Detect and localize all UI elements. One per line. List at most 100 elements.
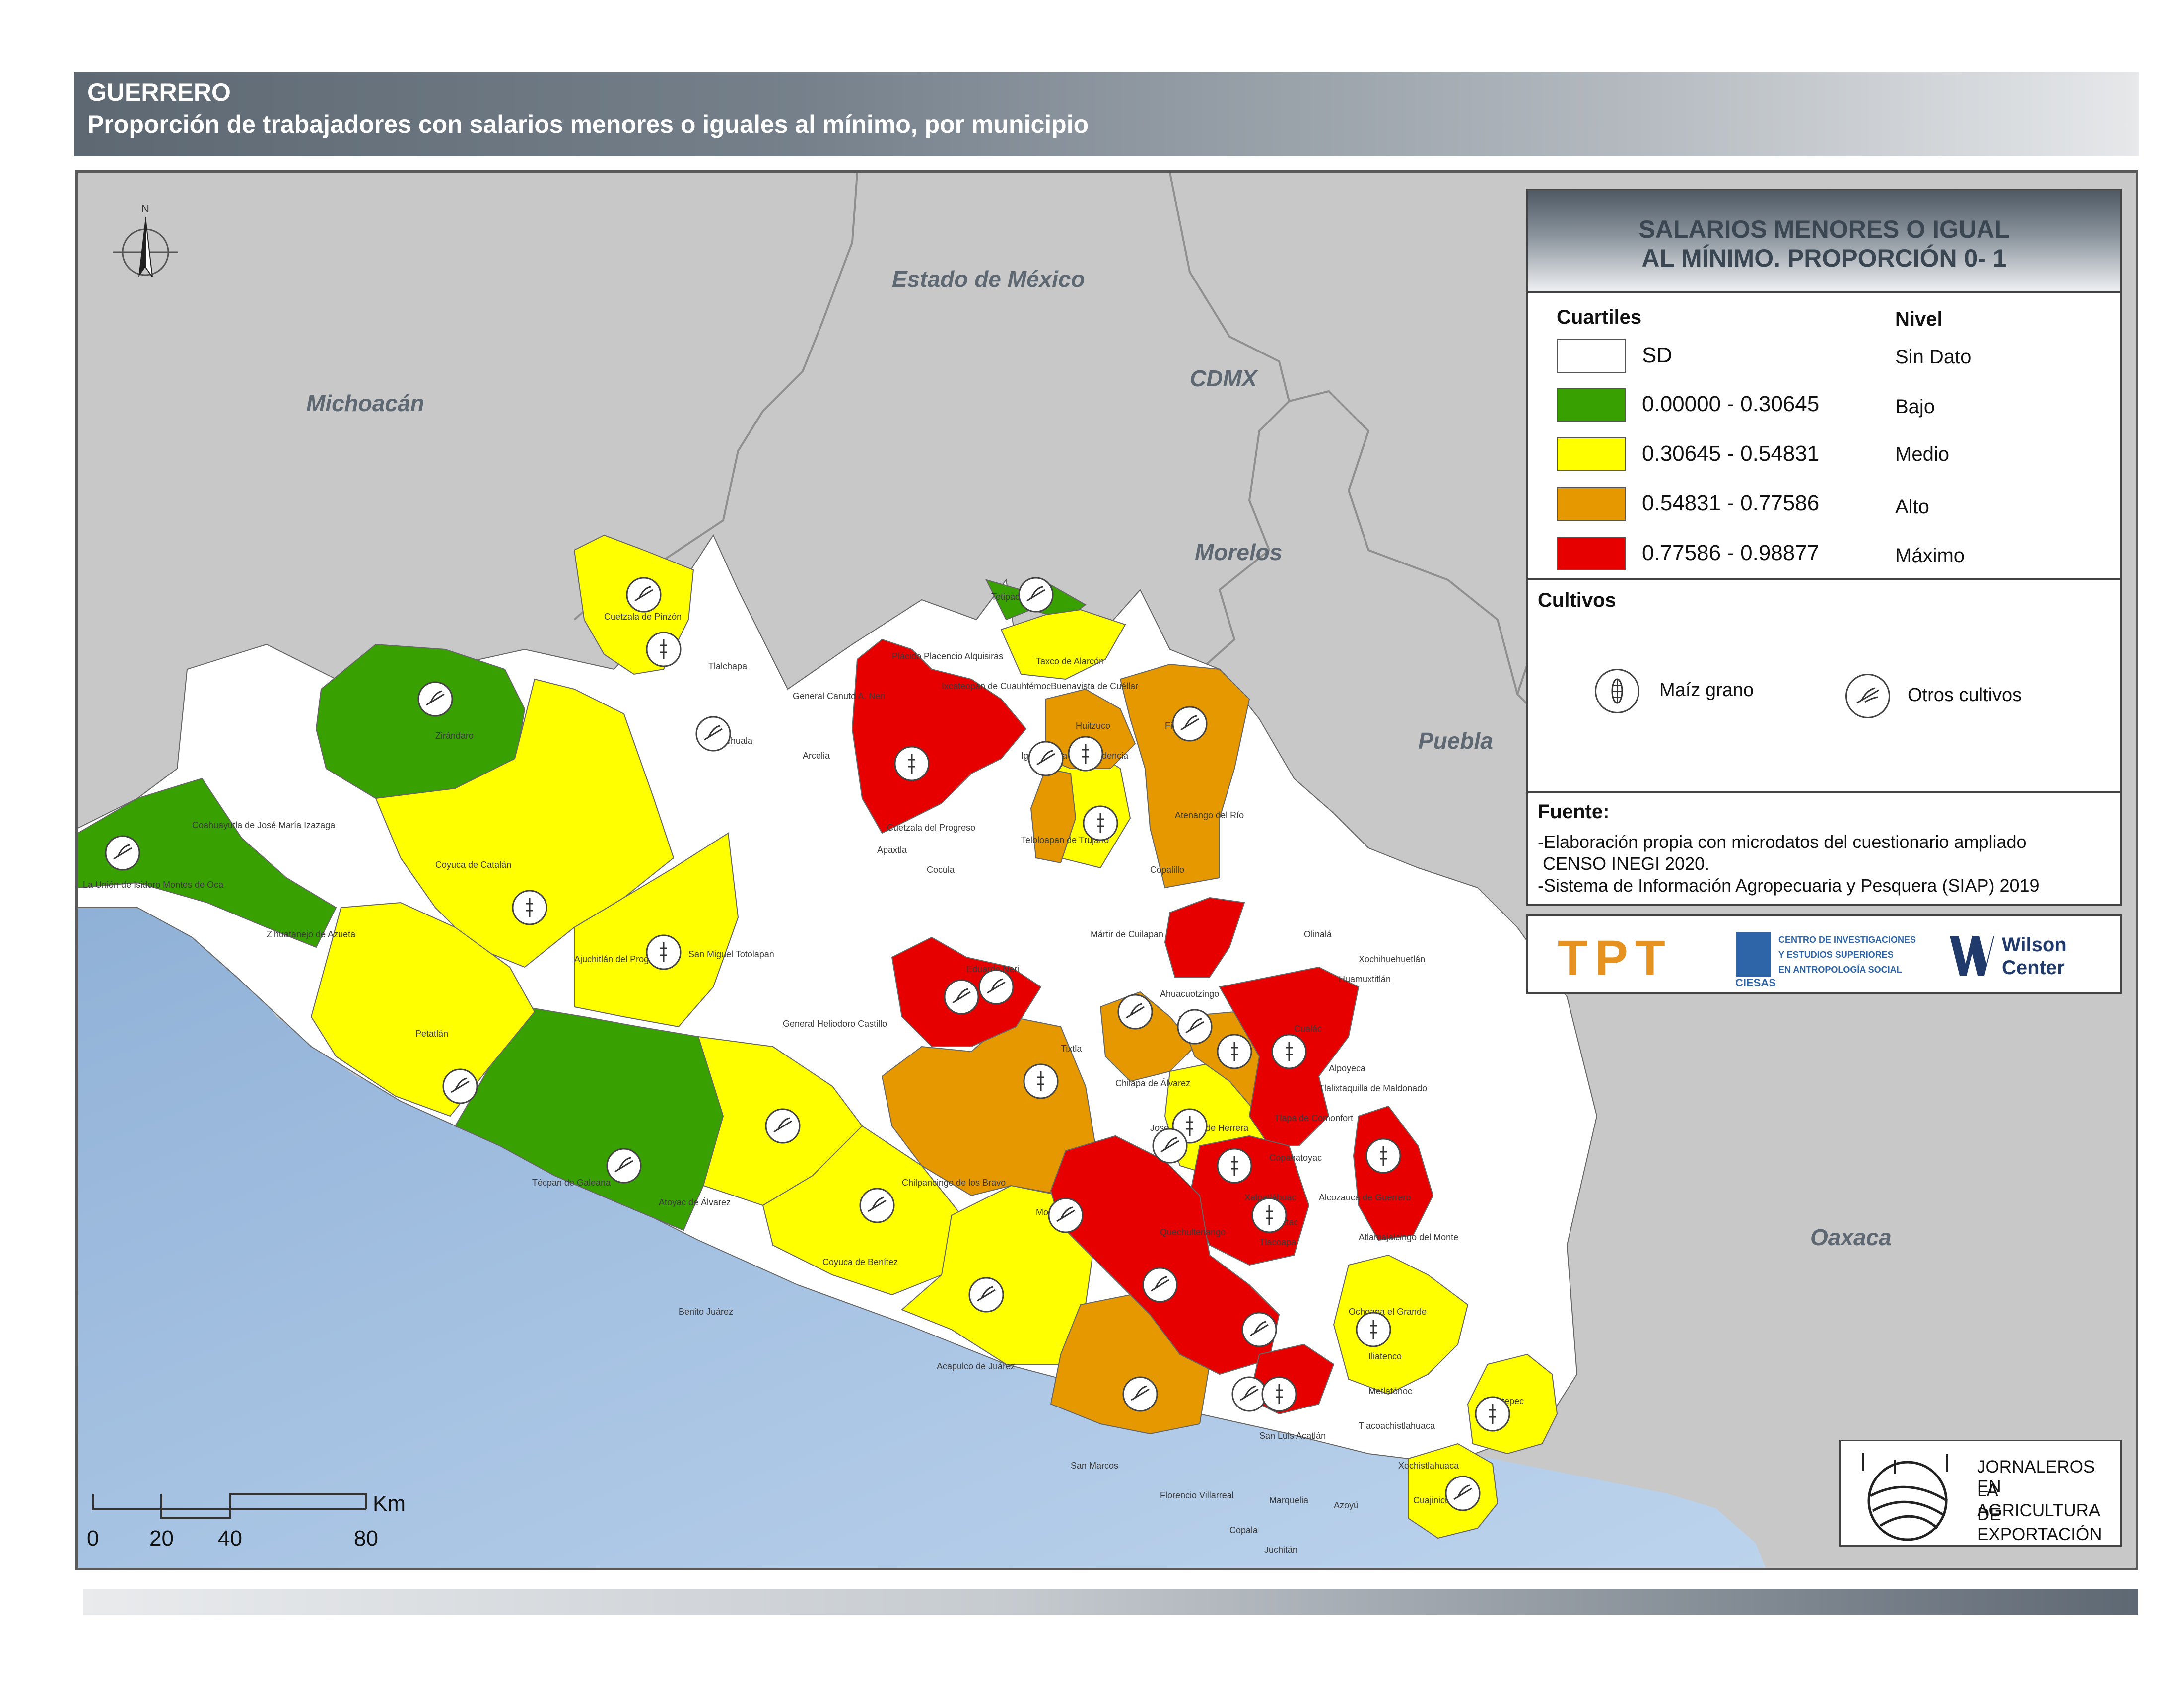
corn-icon — [1083, 805, 1118, 841]
plant-icon — [695, 716, 731, 752]
municipality-label: Chilpancingo de los Bravo — [902, 1178, 1006, 1188]
municipality-label: General Canuto A. Neri — [793, 691, 885, 701]
label-oaxaca: Oaxaca — [1810, 1224, 1892, 1250]
plant-icon — [1048, 1197, 1084, 1233]
municipality-label: Petatlán — [415, 1029, 448, 1039]
municipality-label: Zihuatanejo de Azueta — [267, 929, 356, 939]
map-crop-icons — [105, 577, 1510, 1511]
muni-huitzuco — [1119, 663, 1250, 889]
municipality-label: La Unión de Isidoro Montes de Oca — [83, 880, 224, 890]
corn-icon — [1595, 669, 1639, 713]
plant-icon — [606, 1148, 642, 1184]
jornaleros-line1: JORNALEROS EN — [1977, 1457, 2095, 1496]
municipality-label: Cuetzala de Pinzón — [604, 612, 682, 622]
label-michoacan: Michoacán — [306, 390, 424, 416]
guerrero-municipalities — [78, 534, 1598, 1539]
municipality-label: San Miguel Totolapan — [688, 949, 774, 959]
jornaleros-line2: LA AGRICULTURA — [1977, 1481, 2101, 1520]
municipality-label: Alcozauca de Guerrero — [1319, 1193, 1411, 1202]
legend-panel: SALARIOS MENORES O IGUAL AL MÍNIMO. PROP… — [1526, 189, 2122, 1013]
corn-icon — [1217, 1148, 1252, 1184]
plant-icon — [859, 1188, 895, 1223]
corn-icon — [646, 632, 682, 667]
legend-range: 0.30645 - 0.54831 — [1642, 441, 1820, 466]
municipality-label: Benito Juárez — [679, 1307, 733, 1317]
plant-icon — [978, 969, 1014, 1005]
legend-fuente-header: Fuente: — [1538, 801, 1610, 823]
legend-level: Alto — [1895, 496, 1929, 518]
plant-icon — [1177, 1009, 1213, 1045]
legend-swatch — [1557, 537, 1626, 570]
municipality-label: Azoyú — [1334, 1500, 1359, 1510]
municipality-label: Chilapa de Álvarez — [1115, 1078, 1190, 1088]
municipality-label: Huitzuco — [1076, 721, 1110, 731]
map-canvas[interactable]: Estado de México Michoacán CDMX Morelos … — [78, 173, 2136, 1568]
legend-title-line1: SALARIOS MENORES O IGUAL — [1638, 215, 2010, 243]
municipality-label: Cocula — [927, 865, 955, 875]
scale-label-40: 40 — [218, 1526, 242, 1550]
muni-coyuca-catalan — [375, 678, 675, 968]
municipality-label: Ochoapa el Grande — [1349, 1307, 1427, 1317]
ciesas-line1: CENTRO DE INVESTIGACIONES — [1778, 935, 1916, 945]
municipality-label: Eduardo Neri — [966, 964, 1019, 974]
legend-level: Sin Dato — [1895, 346, 1972, 368]
municipality-label: Juchitán — [1264, 1545, 1297, 1555]
plant-icon — [765, 1108, 801, 1144]
municipality-label: Tlapa de Comonfort — [1274, 1113, 1353, 1123]
municipality-label: Marquelia — [1269, 1495, 1309, 1505]
label-cdmx: CDMX — [1190, 365, 1258, 391]
legend-swatch — [1557, 437, 1626, 471]
plant-icon — [626, 577, 662, 613]
plant-icon — [1142, 1267, 1178, 1303]
legend-cultivos-box: Cultivos Maíz grano Otros cultivos — [1526, 579, 2122, 792]
legend-swatch — [1557, 487, 1626, 521]
corn-icon — [1271, 1034, 1307, 1069]
legend-nivel-header: Nivel — [1895, 308, 1943, 330]
legend-level: Bajo — [1895, 396, 1935, 418]
corn-icon — [894, 746, 930, 781]
neighbor-state-labels: Estado de México Michoacán CDMX Morelos … — [306, 266, 1892, 1250]
muni-atlamajalcingo — [1353, 1105, 1434, 1241]
corn-icon — [1251, 1197, 1287, 1233]
municipality-label: Copanatoyac — [1269, 1153, 1322, 1163]
plant-icon — [1018, 577, 1054, 613]
ciesas-line2: Y ESTUDIOS SUPERIORES — [1778, 950, 1894, 960]
plant-icon — [417, 681, 453, 717]
municipality-label: San Marcos — [1071, 1461, 1118, 1471]
ciesas-word: CIESAS — [1735, 977, 1776, 989]
fuente-line-1: -Elaboración propia con microdatos del c… — [1538, 832, 2027, 852]
municipality-label: Arcelia — [803, 751, 830, 761]
muni-martir-cuilapan — [1164, 897, 1245, 978]
municipality-label: Atenango del Río — [1175, 810, 1244, 820]
legend-range: 0.77586 - 0.98877 — [1642, 541, 1820, 565]
municipality-label: Teloloapan de Trujano — [1021, 835, 1109, 845]
corn-icon — [1023, 1063, 1059, 1099]
legend-swatch — [1557, 388, 1626, 422]
scale-label-20: 20 — [149, 1526, 174, 1550]
municipality-label: Iliatenco — [1368, 1351, 1402, 1361]
legend-title-line2: AL MÍNIMO. PROPORCIÓN 0- 1 — [1641, 244, 2007, 272]
scale-label-0: 0 — [87, 1526, 99, 1550]
jornaleros-logo-box: JORNALEROS EN LA AGRICULTURA DE EXPORTAC… — [1839, 1440, 2122, 1547]
plant-icon — [1172, 706, 1208, 742]
corn-icon — [1068, 736, 1103, 772]
legend-maiz-label: Maíz grano — [1659, 680, 1754, 701]
municipality-label: Alpoyeca — [1329, 1063, 1366, 1073]
municipality-label: Cualác — [1294, 1024, 1322, 1034]
plant-icon — [1231, 1376, 1267, 1412]
municipality-label: Atlamajalcingo del Monte — [1359, 1232, 1458, 1242]
legend-logos-box: TPT CIESAS CENTRO DE INVESTIGACIONES Y E… — [1526, 914, 2122, 994]
municipality-label: Copala — [1229, 1525, 1258, 1535]
municipality-label: Tlalixtaquilla de Maldonado — [1319, 1083, 1427, 1093]
municipality-label: Florencio Villarreal — [1160, 1490, 1234, 1500]
wilson-logo-mark — [1950, 936, 1994, 976]
ciesas-logo-mark — [1736, 932, 1771, 977]
legend-otros-label: Otros cultivos — [1908, 685, 2022, 705]
corn-icon — [512, 890, 547, 925]
municipality-label: Coyuca de Catalán — [435, 860, 511, 870]
muni-cocula — [1030, 768, 1077, 864]
municipality-label: Atoyac de Álvarez — [659, 1197, 731, 1207]
municipality-label: Tlacoapa — [1259, 1237, 1297, 1247]
plant-icon — [1845, 674, 1890, 718]
title-banner: GUERRERO Proporción de trabajadores con … — [74, 72, 2139, 156]
